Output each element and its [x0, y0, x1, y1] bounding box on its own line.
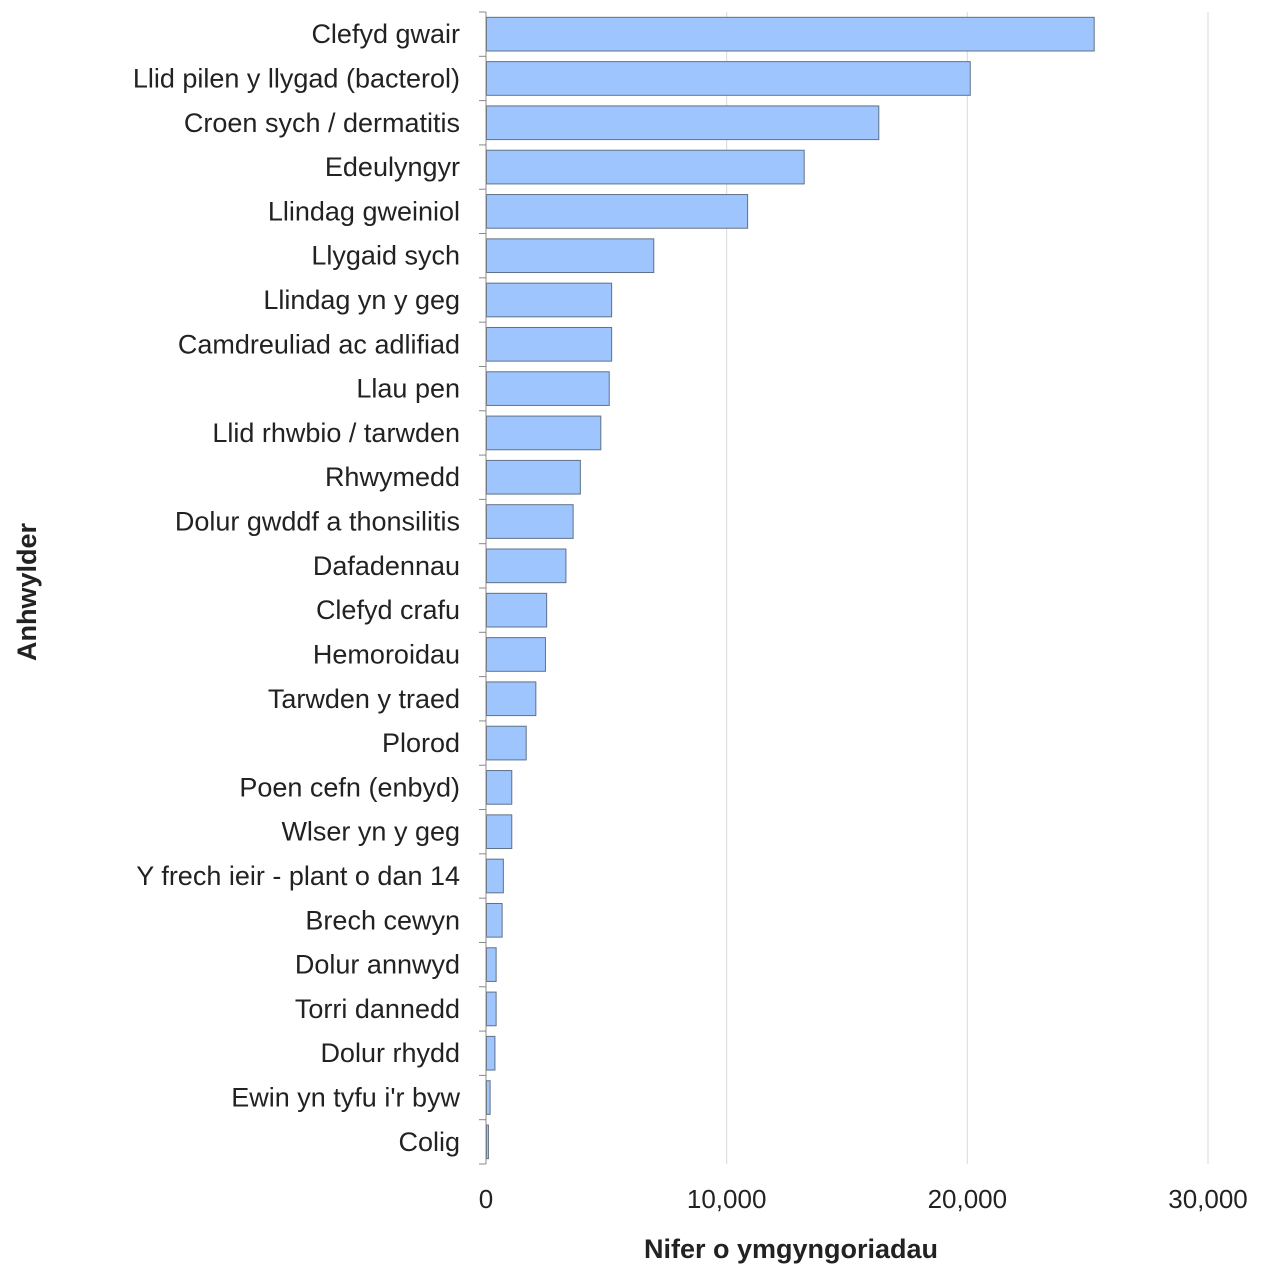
category-label: Tarwden y traed — [268, 684, 460, 714]
axes — [479, 11, 487, 1165]
bar — [486, 681, 537, 717]
x-tick-label: 20,000 — [928, 1184, 1008, 1214]
category-label: Dolur gwddf a thonsilitis — [175, 507, 460, 537]
bar — [486, 548, 567, 584]
category-label: Rhwymedd — [325, 462, 460, 492]
category-label: Llid rhwbio / tarwden — [212, 418, 460, 448]
category-label: Llindag gweiniol — [268, 196, 460, 226]
category-label: Llygaid sych — [311, 241, 460, 271]
bar — [486, 770, 513, 805]
bar — [486, 725, 527, 761]
category-label: Plorod — [382, 728, 460, 758]
bar — [486, 592, 548, 628]
bars — [486, 16, 1095, 1160]
bar — [486, 504, 574, 539]
bar — [486, 415, 602, 451]
category-label: Dolur annwyd — [295, 950, 460, 980]
category-label: Dafadennau — [313, 551, 460, 581]
bar — [486, 282, 613, 318]
category-label: Croen sych / dermatitis — [184, 108, 460, 138]
bar — [486, 1080, 491, 1115]
category-label: Clefyd gwair — [311, 19, 460, 49]
bar — [486, 61, 971, 96]
bar — [486, 194, 749, 229]
bar — [486, 947, 497, 982]
category-label: Poen cefn (enbyd) — [239, 772, 460, 802]
category-label: Y frech ieir - plant o dan 14 — [136, 861, 460, 891]
category-label: Colig — [398, 1127, 460, 1157]
x-tick-label: 30,000 — [1168, 1184, 1248, 1214]
x-tick-labels: 0 10,000 20,000 30,000 — [479, 1184, 1248, 1214]
category-label: Camdreuliad ac adlifiad — [178, 329, 460, 359]
gridlines — [726, 12, 1209, 1164]
category-label: Clefyd crafu — [316, 595, 460, 625]
bar — [486, 814, 513, 850]
category-label: Hemoroidau — [313, 639, 460, 669]
category-label: Llid pilen y llygad (bacterol) — [133, 63, 460, 93]
category-label: Wlser yn y geg — [281, 817, 460, 847]
bar — [486, 149, 805, 185]
category-label: Brech cewyn — [305, 905, 460, 935]
category-label: Dolur rhydd — [320, 1038, 460, 1068]
x-tick-label: 0 — [479, 1184, 493, 1214]
bar — [486, 238, 655, 274]
bar — [486, 902, 503, 938]
bar — [486, 326, 613, 362]
bar — [486, 1035, 496, 1071]
category-label: Llindag yn y geg — [263, 285, 460, 315]
bar — [486, 105, 880, 141]
category-labels: Clefyd gwair Llid pilen y llygad (bactero… — [133, 19, 461, 1157]
category-label: Llau pen — [356, 374, 460, 404]
y-axis-title: Anhwylder — [12, 523, 42, 662]
category-label: Ewin yn tyfu i'r byw — [231, 1083, 460, 1113]
bar — [486, 16, 1095, 52]
x-axis-title: Nifer o ymgyngoriadau — [644, 1234, 938, 1264]
category-label: Edeulyngyr — [325, 152, 460, 182]
bar — [486, 858, 504, 894]
bar — [486, 637, 546, 672]
bar — [486, 1124, 489, 1160]
bar — [486, 459, 581, 495]
bar — [486, 991, 497, 1027]
x-tick-label: 10,000 — [687, 1184, 767, 1214]
category-label: Torri dannedd — [295, 994, 460, 1024]
bar — [486, 371, 610, 406]
